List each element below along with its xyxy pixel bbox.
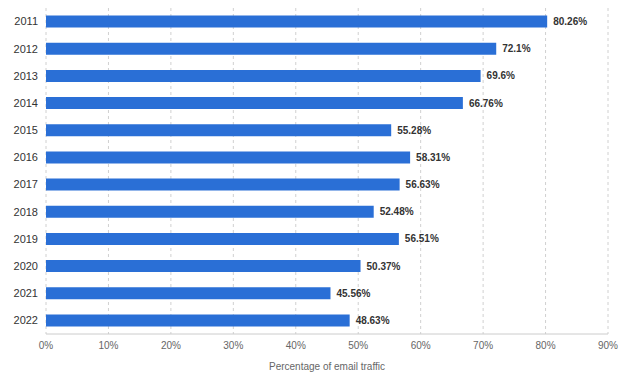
svg-text:80.26%: 80.26% xyxy=(553,16,587,27)
svg-text:50%: 50% xyxy=(348,340,368,351)
svg-text:48.63%: 48.63% xyxy=(356,315,390,326)
svg-text:20%: 20% xyxy=(161,340,181,351)
svg-text:2019: 2019 xyxy=(14,233,38,245)
svg-text:72.1%: 72.1% xyxy=(502,43,530,54)
svg-text:40%: 40% xyxy=(286,340,306,351)
svg-text:45.56%: 45.56% xyxy=(336,288,370,299)
svg-text:2018: 2018 xyxy=(14,206,38,218)
svg-text:2021: 2021 xyxy=(14,287,38,299)
svg-text:55.28%: 55.28% xyxy=(397,125,431,136)
svg-text:50.37%: 50.37% xyxy=(367,261,401,272)
svg-text:56.51%: 56.51% xyxy=(405,233,439,244)
svg-text:60%: 60% xyxy=(411,340,431,351)
svg-text:70%: 70% xyxy=(473,340,493,351)
svg-text:2011: 2011 xyxy=(14,15,38,27)
svg-text:58.31%: 58.31% xyxy=(416,152,450,163)
svg-text:2014: 2014 xyxy=(14,97,38,109)
svg-text:2017: 2017 xyxy=(14,178,38,190)
svg-text:2016: 2016 xyxy=(14,151,38,163)
svg-text:52.48%: 52.48% xyxy=(380,206,414,217)
svg-text:10%: 10% xyxy=(98,340,118,351)
svg-text:2012: 2012 xyxy=(14,43,38,55)
svg-text:2015: 2015 xyxy=(14,124,38,136)
svg-text:69.6%: 69.6% xyxy=(487,70,515,81)
svg-text:0%: 0% xyxy=(39,340,54,351)
svg-text:30%: 30% xyxy=(223,340,243,351)
svg-text:2020: 2020 xyxy=(14,260,38,272)
svg-text:90%: 90% xyxy=(598,340,614,351)
svg-text:2013: 2013 xyxy=(14,70,38,82)
svg-text:80%: 80% xyxy=(536,340,556,351)
svg-text:66.76%: 66.76% xyxy=(469,98,503,109)
svg-text:56.63%: 56.63% xyxy=(406,179,440,190)
svg-text:Percentage of email traffic: Percentage of email traffic xyxy=(269,361,385,372)
svg-text:2022: 2022 xyxy=(14,314,38,326)
